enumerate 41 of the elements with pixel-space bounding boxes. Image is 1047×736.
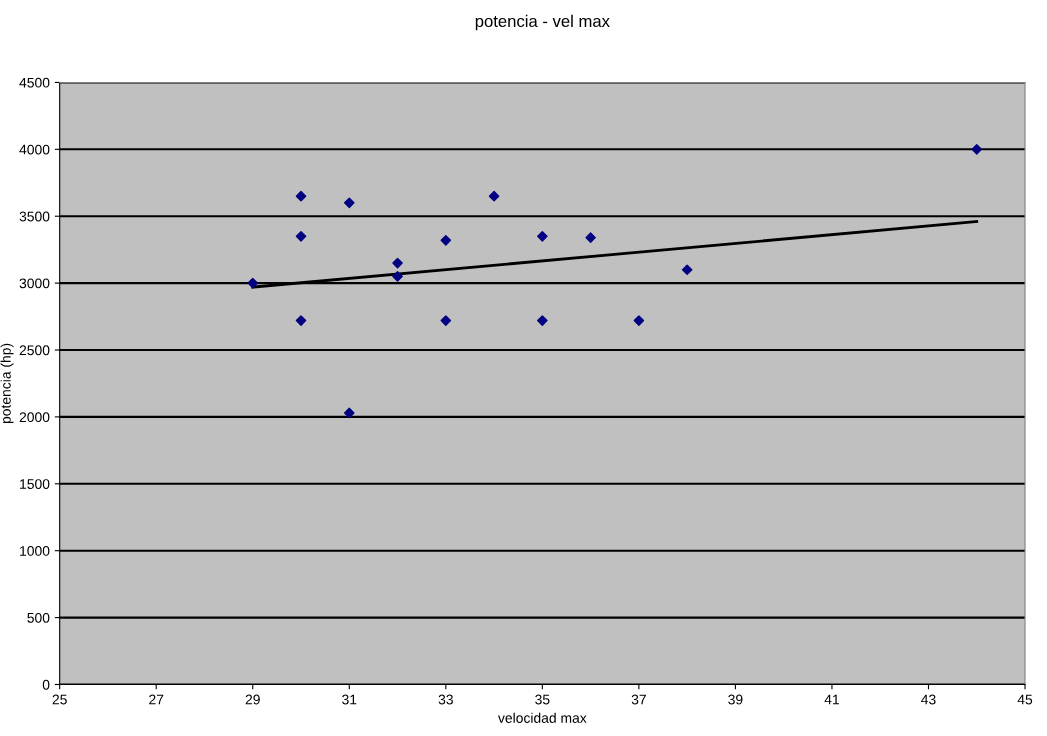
point — [343, 197, 355, 209]
y-tick-label: 4000 — [19, 144, 50, 155]
chart-title: potencia - vel max — [475, 14, 610, 31]
x-tick-label: 31 — [342, 694, 357, 705]
y-tick-label: 2500 — [19, 345, 50, 356]
y-tick-label: 500 — [27, 612, 50, 623]
point — [681, 264, 693, 276]
x-tick-label: 25 — [52, 694, 67, 705]
point — [392, 257, 403, 269]
point — [488, 190, 500, 202]
y-tick-label: 0 — [42, 679, 50, 690]
point — [343, 407, 355, 419]
x-axis-title: velocidad max — [498, 712, 587, 723]
y-tick-label: 4500 — [19, 77, 50, 88]
y-tick-label: 1000 — [20, 546, 50, 556]
x-tick-label: 39 — [728, 694, 743, 705]
point — [440, 315, 452, 326]
y-tick-label: 3000 — [19, 278, 50, 289]
x-tick-label: 43 — [921, 694, 936, 705]
x-tick-label: 41 — [824, 694, 839, 705]
y-tick-label: 1500 — [20, 479, 50, 489]
point — [247, 277, 259, 289]
point — [633, 315, 645, 326]
x-tick-label: 29 — [245, 694, 260, 705]
point — [295, 230, 307, 242]
point — [295, 190, 307, 202]
point — [440, 235, 452, 246]
point — [537, 230, 548, 242]
point — [971, 144, 983, 155]
point — [295, 315, 307, 326]
x-tick-label: 35 — [535, 694, 550, 705]
y-tick-label: 2000 — [19, 412, 50, 423]
y-axis-title: potencia (hp) — [0, 343, 14, 424]
x-tick-label: 37 — [631, 694, 646, 705]
x-tick-label: 27 — [149, 694, 164, 705]
point — [585, 232, 596, 243]
x-tick-label: 33 — [438, 694, 453, 705]
y-tick-label: 3500 — [19, 211, 50, 222]
point — [392, 271, 403, 282]
point — [537, 315, 548, 326]
x-tick-label: 45 — [1017, 694, 1033, 705]
